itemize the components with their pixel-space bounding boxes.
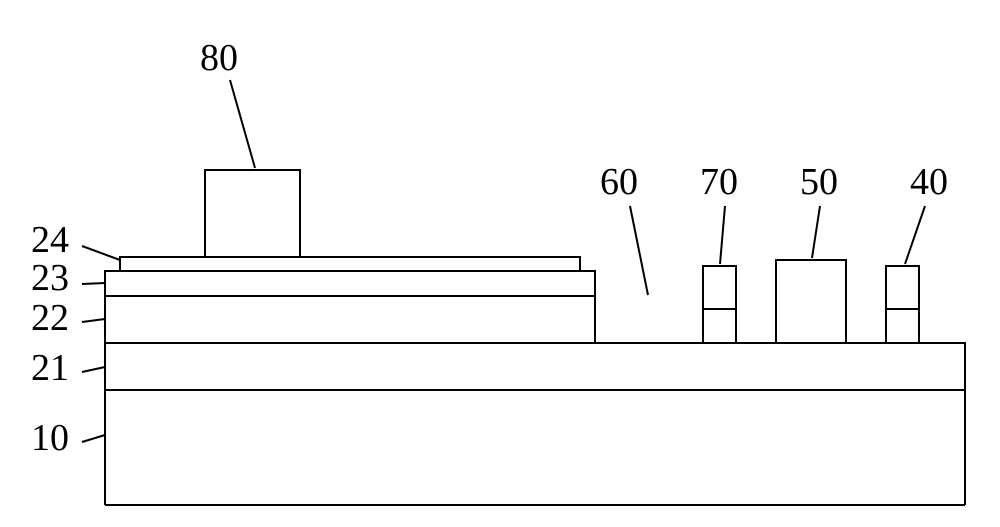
block-80 xyxy=(205,170,300,257)
label-70: 70 xyxy=(700,161,738,203)
label-22: 22 xyxy=(31,297,69,339)
leader-60 xyxy=(630,206,648,295)
element-70 xyxy=(703,266,736,343)
leader-21 xyxy=(82,367,105,372)
label-60: 60 xyxy=(600,161,638,203)
leader-23 xyxy=(82,283,105,284)
leader-40 xyxy=(905,206,925,264)
leader-24 xyxy=(82,246,120,260)
label-23: 23 xyxy=(31,257,69,299)
layer-24 xyxy=(120,257,580,271)
layers-group xyxy=(105,170,965,505)
leader-50 xyxy=(812,206,820,258)
layer-22 xyxy=(105,296,595,343)
element-40 xyxy=(886,266,919,343)
label-80: 80 xyxy=(200,37,238,79)
cross-section-diagram: 10 21 222324 40 50 60 70 80 xyxy=(0,0,1000,527)
leader-22 xyxy=(82,319,105,322)
layer-23 xyxy=(105,271,595,296)
label-50: 50 xyxy=(800,161,838,203)
leader-80 xyxy=(230,80,255,168)
leader-10 xyxy=(82,435,105,442)
layer-21 xyxy=(105,343,965,390)
leader-70 xyxy=(720,206,725,264)
element-50 xyxy=(776,260,846,343)
labels-group: 10 21 222324 40 50 60 70 80 xyxy=(31,37,948,459)
label-24: 24 xyxy=(31,219,69,261)
label-40: 40 xyxy=(910,161,948,203)
label-10: 10 xyxy=(31,417,69,459)
label-21: 21 xyxy=(31,347,69,389)
